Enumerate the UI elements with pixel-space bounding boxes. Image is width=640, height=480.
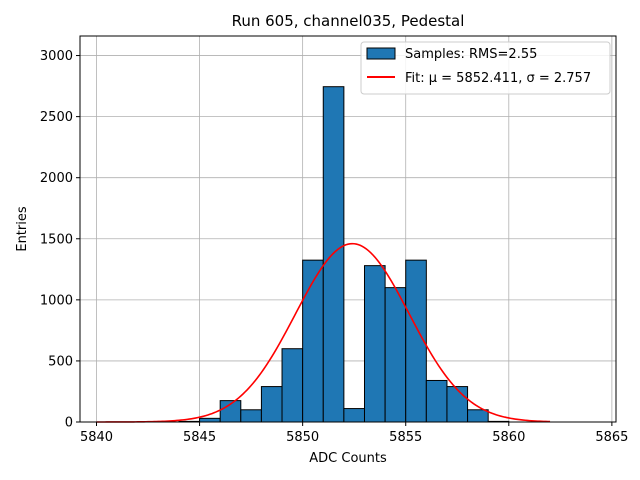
x-tick-label: 5850: [286, 430, 319, 445]
histogram-bar: [343, 408, 365, 423]
plot-frame: [79, 35, 617, 423]
histogram-bar: [240, 409, 262, 423]
y-axis: 0 500 1000 1500 2000 2500 3000: [40, 49, 80, 431]
y-tick-label: 3000: [40, 49, 73, 64]
legend-box: [360, 41, 611, 95]
legend: Samples: RMS=2.55 Fit: μ = 5852.411, σ =…: [360, 41, 611, 95]
chart-title: Run 605, channel035, Pedestal: [232, 12, 465, 30]
y-axis-label: Entries: [15, 206, 30, 252]
histogram-bar: [446, 386, 469, 423]
y-tick-label: 1000: [40, 293, 73, 308]
histogram-bar: [425, 379, 448, 423]
x-tick-label: 5840: [80, 430, 113, 445]
x-tick-label: 5855: [389, 430, 422, 445]
histogram-bar: [199, 417, 221, 423]
histogram-bar: [384, 287, 407, 423]
fit-curve: [96, 242, 551, 423]
grid: [80, 36, 616, 423]
histogram-bars: [178, 86, 510, 423]
legend-label-fit: Fit: μ = 5852.411, σ = 2.757: [405, 71, 591, 86]
y-tick-label: 1500: [40, 232, 73, 247]
fit-curve-group: [96, 242, 551, 423]
y-tick-label: 0: [65, 416, 73, 431]
y-tick-label: 2500: [40, 110, 73, 125]
x-tick-label: 5865: [595, 430, 628, 445]
histogram-bar: [260, 386, 283, 423]
x-axis-label: ADC Counts: [309, 451, 387, 466]
x-tick-label: 5860: [492, 430, 525, 445]
y-tick-label: 2000: [40, 171, 73, 186]
y-tick-label: 500: [48, 354, 73, 369]
histogram-bar: [281, 348, 304, 423]
histogram-bar: [363, 265, 386, 423]
histogram-bar: [467, 409, 489, 423]
histogram-bar: [302, 259, 324, 423]
x-axis: 5840 5845 5850 5855 5860 5865: [80, 422, 628, 445]
legend-label-samples: Samples: RMS=2.55: [405, 47, 537, 62]
x-tick-label: 5845: [183, 430, 216, 445]
legend-swatch-samples: [366, 47, 396, 60]
histogram-bar: [322, 86, 345, 423]
